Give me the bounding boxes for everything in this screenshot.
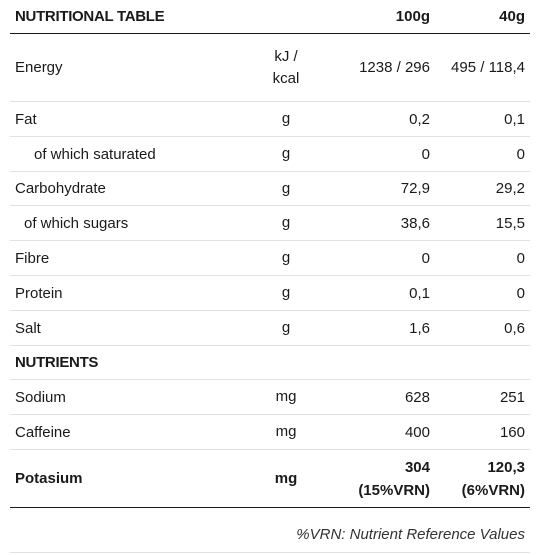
row-label: Sodium [15,388,66,406]
row-value-40g: 0,6 [504,319,525,337]
row-value-40g: 0 [516,284,525,302]
table-row-fibre: Fibre g 0 0 [10,241,530,276]
row-value-100g: 304 (15%VRN) [322,450,430,507]
row-value-100g: 38,6 [400,214,430,232]
table-row-potasium: Potasium mg 304 (15%VRN) 120,3 (6%VRN) [10,450,530,508]
row-unit: mg [274,469,298,487]
row-value-40g: 120,3 (6%VRN) [430,450,525,507]
table-row-salt: Salt g 1,6 0,6 [10,311,530,346]
column-header-100g: 100g [395,8,430,25]
table-row-saturated: of which saturated g 0 0 [10,137,530,172]
table-row-caffeine: Caffeine mg 400 160 [10,415,530,450]
row-label: of which sugars [24,214,129,232]
row-value-100g: 0 [421,145,430,163]
row-unit: g [281,319,291,336]
bottom-divider [10,552,530,553]
row-label: Caffeine [15,423,71,441]
row-value-40g: 15,5 [495,214,525,232]
table-title: NUTRITIONAL TABLE [15,8,165,25]
row-unit: g [281,145,291,162]
row-label: Fibre [15,249,50,267]
vrn-footnote: %VRN: Nutrient Reference Values [296,525,525,543]
table-row-energy: Energy kJ / kcal 1238 / 296 495 / 118,4 [10,34,530,102]
value-100g: 304 [404,458,430,476]
row-value-40g: 160 [499,423,525,441]
row-label: Protein [15,284,63,302]
row-value-100g: 0,2 [409,110,430,128]
row-value-100g: 0 [421,249,430,267]
row-value-100g: 72,9 [400,180,430,197]
vrn-100g: (15%VRN) [358,481,430,499]
nutrients-heading-row: NUTRIENTS [10,346,530,380]
row-label: Fat [15,110,37,128]
row-unit: mg [275,388,297,405]
row-unit: g [281,214,291,231]
row-unit: g [281,110,291,127]
row-unit: g [281,249,291,266]
row-unit: mg [275,423,297,440]
row-label: Potasium [15,470,83,487]
table-row-sugars: of which sugars g 38,6 15,5 [10,206,530,241]
row-value-40g: 29,2 [495,180,525,197]
row-value-100g: 1238 / 296 [359,59,430,76]
row-label: Carbohydrate [15,180,106,197]
table-header: NUTRITIONAL TABLE 100g 40g [10,0,530,34]
table-row-sodium: Sodium mg 628 251 [10,380,530,415]
row-unit: g [281,179,291,197]
row-value-40g: 495 / 118,4 [451,59,525,76]
row-unit: kJ / kcal [272,47,300,87]
nutrients-heading: NUTRIENTS [15,354,99,371]
row-unit: g [281,284,291,301]
row-value-40g: 0 [516,145,525,163]
row-value-100g: 0,1 [409,284,430,302]
row-label: of which saturated [34,145,156,163]
table-row-carbohydrate: Carbohydrate g 72,9 29,2 [10,172,530,206]
row-label: Salt [15,319,41,337]
row-label: Energy [15,59,63,76]
value-40g: 120,3 [487,458,525,476]
column-header-40g: 40g [499,8,525,25]
vrn-40g: (6%VRN) [461,481,525,499]
row-value-40g: 0 [516,249,525,267]
row-value-100g: 628 [404,388,430,406]
row-value-100g: 1,6 [409,319,430,337]
row-value-40g: 251 [499,388,525,406]
row-value-40g: 0,1 [504,110,525,128]
row-value-100g: 400 [404,423,430,441]
table-row-fat: Fat g 0,2 0,1 [10,102,530,137]
table-row-protein: Protein g 0,1 0 [10,276,530,311]
